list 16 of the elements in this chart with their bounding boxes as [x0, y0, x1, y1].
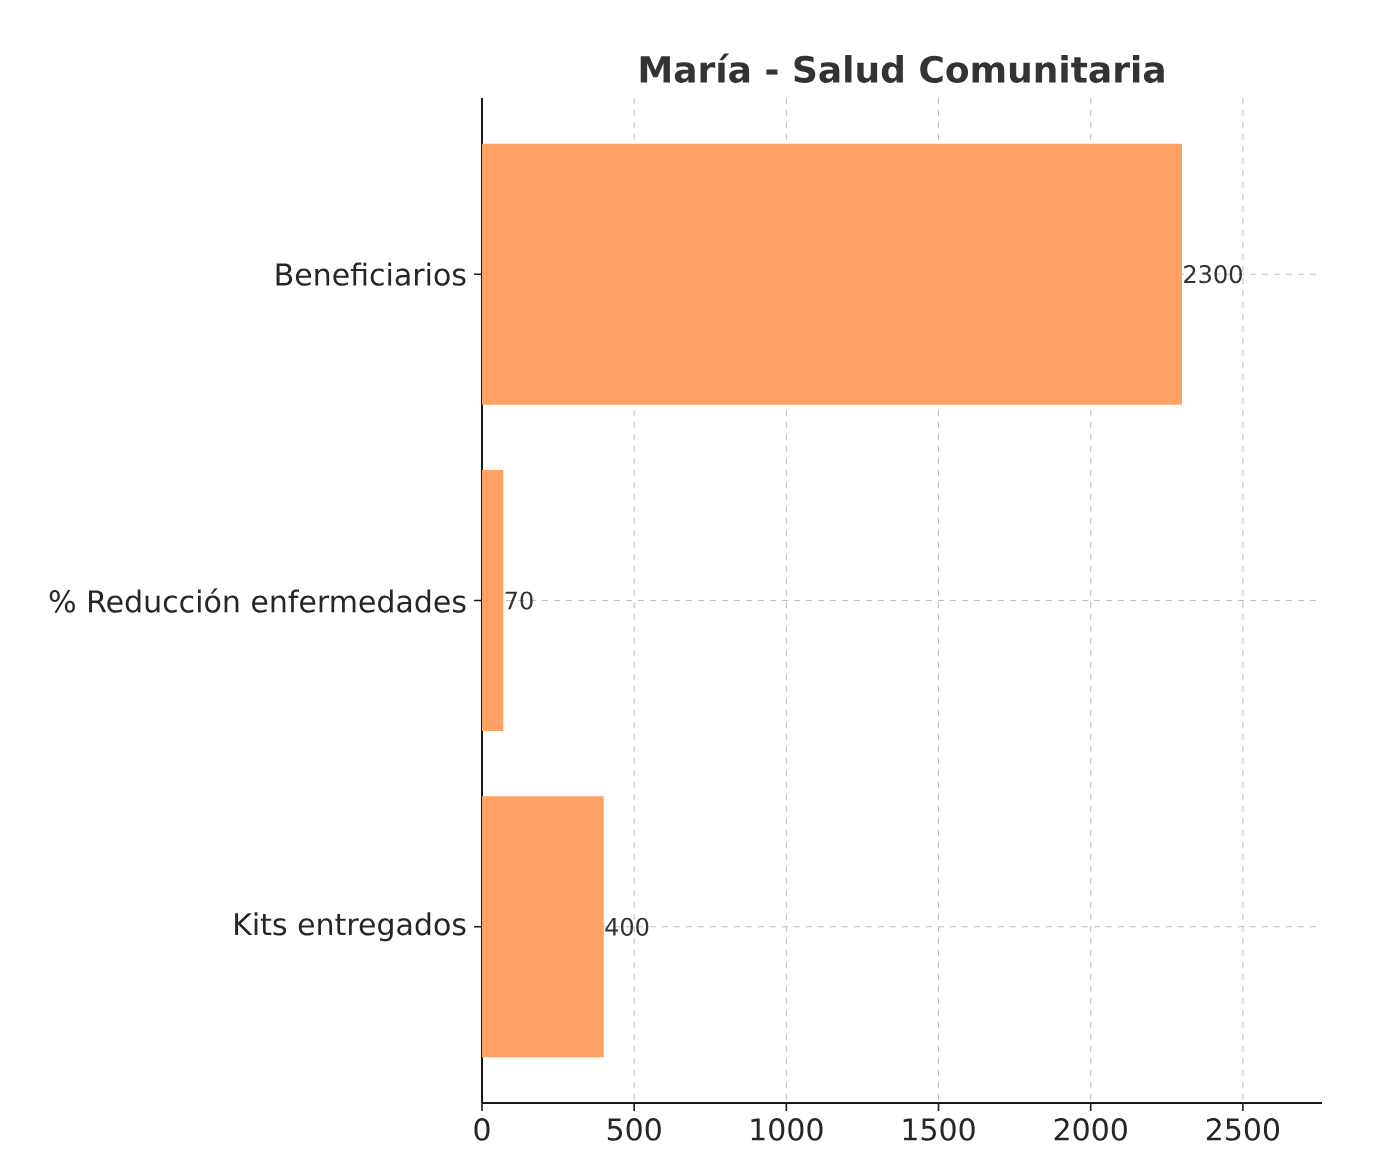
data-label: 70 [505, 591, 533, 610]
x-tick-label: 500 [607, 1118, 661, 1141]
x-tick-label: 1500 [903, 1118, 975, 1141]
data-label: 400 [605, 917, 649, 936]
y-tick-label: Kits entregados [235, 912, 466, 942]
bar [482, 469, 504, 732]
y-tick-label: % Reducción enfermedades [49, 588, 466, 613]
chart-title: María - Salud Comunitaria [640, 53, 1164, 83]
x-tick-label: 0 [474, 1118, 490, 1141]
x-tick-label: 1000 [751, 1118, 823, 1141]
x-tick-label: 2500 [1206, 1118, 1280, 1141]
x-tick-label: 2000 [1054, 1118, 1127, 1141]
bar [482, 143, 1183, 405]
y-tick-label: Beneficiarios [276, 262, 466, 286]
bar [482, 796, 604, 1058]
data-label: 2300 [1184, 265, 1242, 284]
